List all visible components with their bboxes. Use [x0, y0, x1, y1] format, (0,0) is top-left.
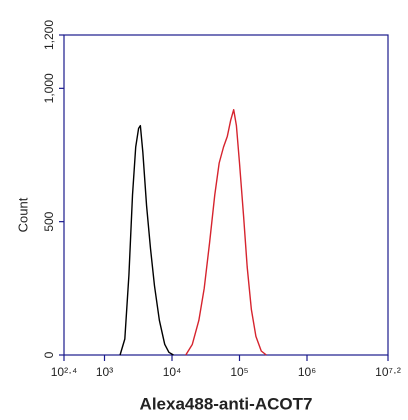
y-axis-label: Count — [15, 197, 30, 232]
y-tick-label: 500 — [42, 211, 56, 231]
x-tick-label: 10²·⁴ — [51, 365, 78, 379]
histogram-line — [185, 108, 267, 356]
x-tick-label: 10³ — [96, 365, 113, 379]
x-tick-label: 10⁵ — [230, 365, 248, 379]
y-tick-label: 0 — [42, 351, 56, 358]
histogram-line — [119, 124, 174, 356]
x-tick-label: 10⁶ — [298, 365, 316, 379]
x-tick-label: 10⁴ — [163, 365, 182, 379]
x-axis-label: Alexa488-anti-ACOT7 — [140, 394, 313, 413]
y-tick-label: 1,200 — [42, 20, 56, 50]
x-tick-label: 10⁷·² — [375, 365, 401, 379]
y-tick-label: 1,000 — [42, 73, 56, 103]
plot-frame — [63, 34, 389, 356]
